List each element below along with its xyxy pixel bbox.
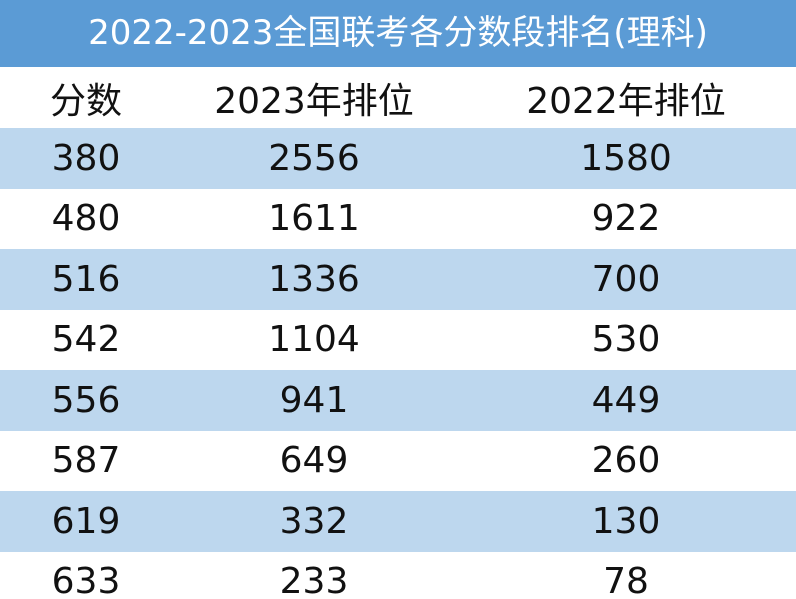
- table-title: 2022-2023全国联考各分数段排名(理科): [0, 0, 796, 67]
- rank-2022-cell: 260: [591, 440, 661, 482]
- rank-2022-cell: 130: [591, 500, 661, 542]
- rank-2023-cell: 1611: [268, 198, 360, 240]
- header-rank-2022: 2022年排位: [526, 80, 726, 122]
- rank-2023-cell: 1104: [268, 319, 360, 361]
- rank-2022-cell: 700: [591, 258, 661, 300]
- header-row: 分数 2023年排位 2022年排位: [0, 67, 796, 128]
- score-cell: 633: [51, 561, 121, 599]
- rank-2023-cell: 941: [279, 379, 349, 421]
- rank-2023-cell: 1336: [268, 258, 360, 300]
- rank-2022-cell: 530: [591, 319, 661, 361]
- rank-2022-cell: 922: [591, 198, 661, 240]
- table-row: 556 941 449: [0, 370, 796, 431]
- table-row: 587 649 260: [0, 431, 796, 492]
- table-row: 516 1336 700: [0, 249, 796, 310]
- rank-2023-cell: 2556: [268, 137, 360, 179]
- rank-2022-cell: 1580: [580, 137, 672, 179]
- score-cell: 380: [51, 137, 121, 179]
- rank-2022-cell: 449: [591, 379, 661, 421]
- table-row: 619 332 130: [0, 491, 796, 552]
- score-cell: 516: [51, 258, 121, 300]
- header-rank-2023: 2023年排位: [214, 80, 414, 122]
- table-row: 542 1104 530: [0, 310, 796, 371]
- rank-2023-cell: 332: [279, 500, 349, 542]
- table-row: 633 233 78: [0, 552, 796, 599]
- score-cell: 556: [51, 379, 121, 421]
- rank-2023-cell: 233: [279, 561, 349, 599]
- score-cell: 619: [51, 500, 121, 542]
- rank-2023-cell: 649: [279, 440, 349, 482]
- table-row: 380 2556 1580: [0, 128, 796, 189]
- header-score: 分数: [49, 80, 122, 122]
- score-cell: 542: [51, 319, 121, 361]
- score-cell: 480: [51, 198, 121, 240]
- score-cell: 587: [51, 440, 121, 482]
- table-row: 480 1611 922: [0, 189, 796, 250]
- rank-2022-cell: 78: [603, 561, 649, 599]
